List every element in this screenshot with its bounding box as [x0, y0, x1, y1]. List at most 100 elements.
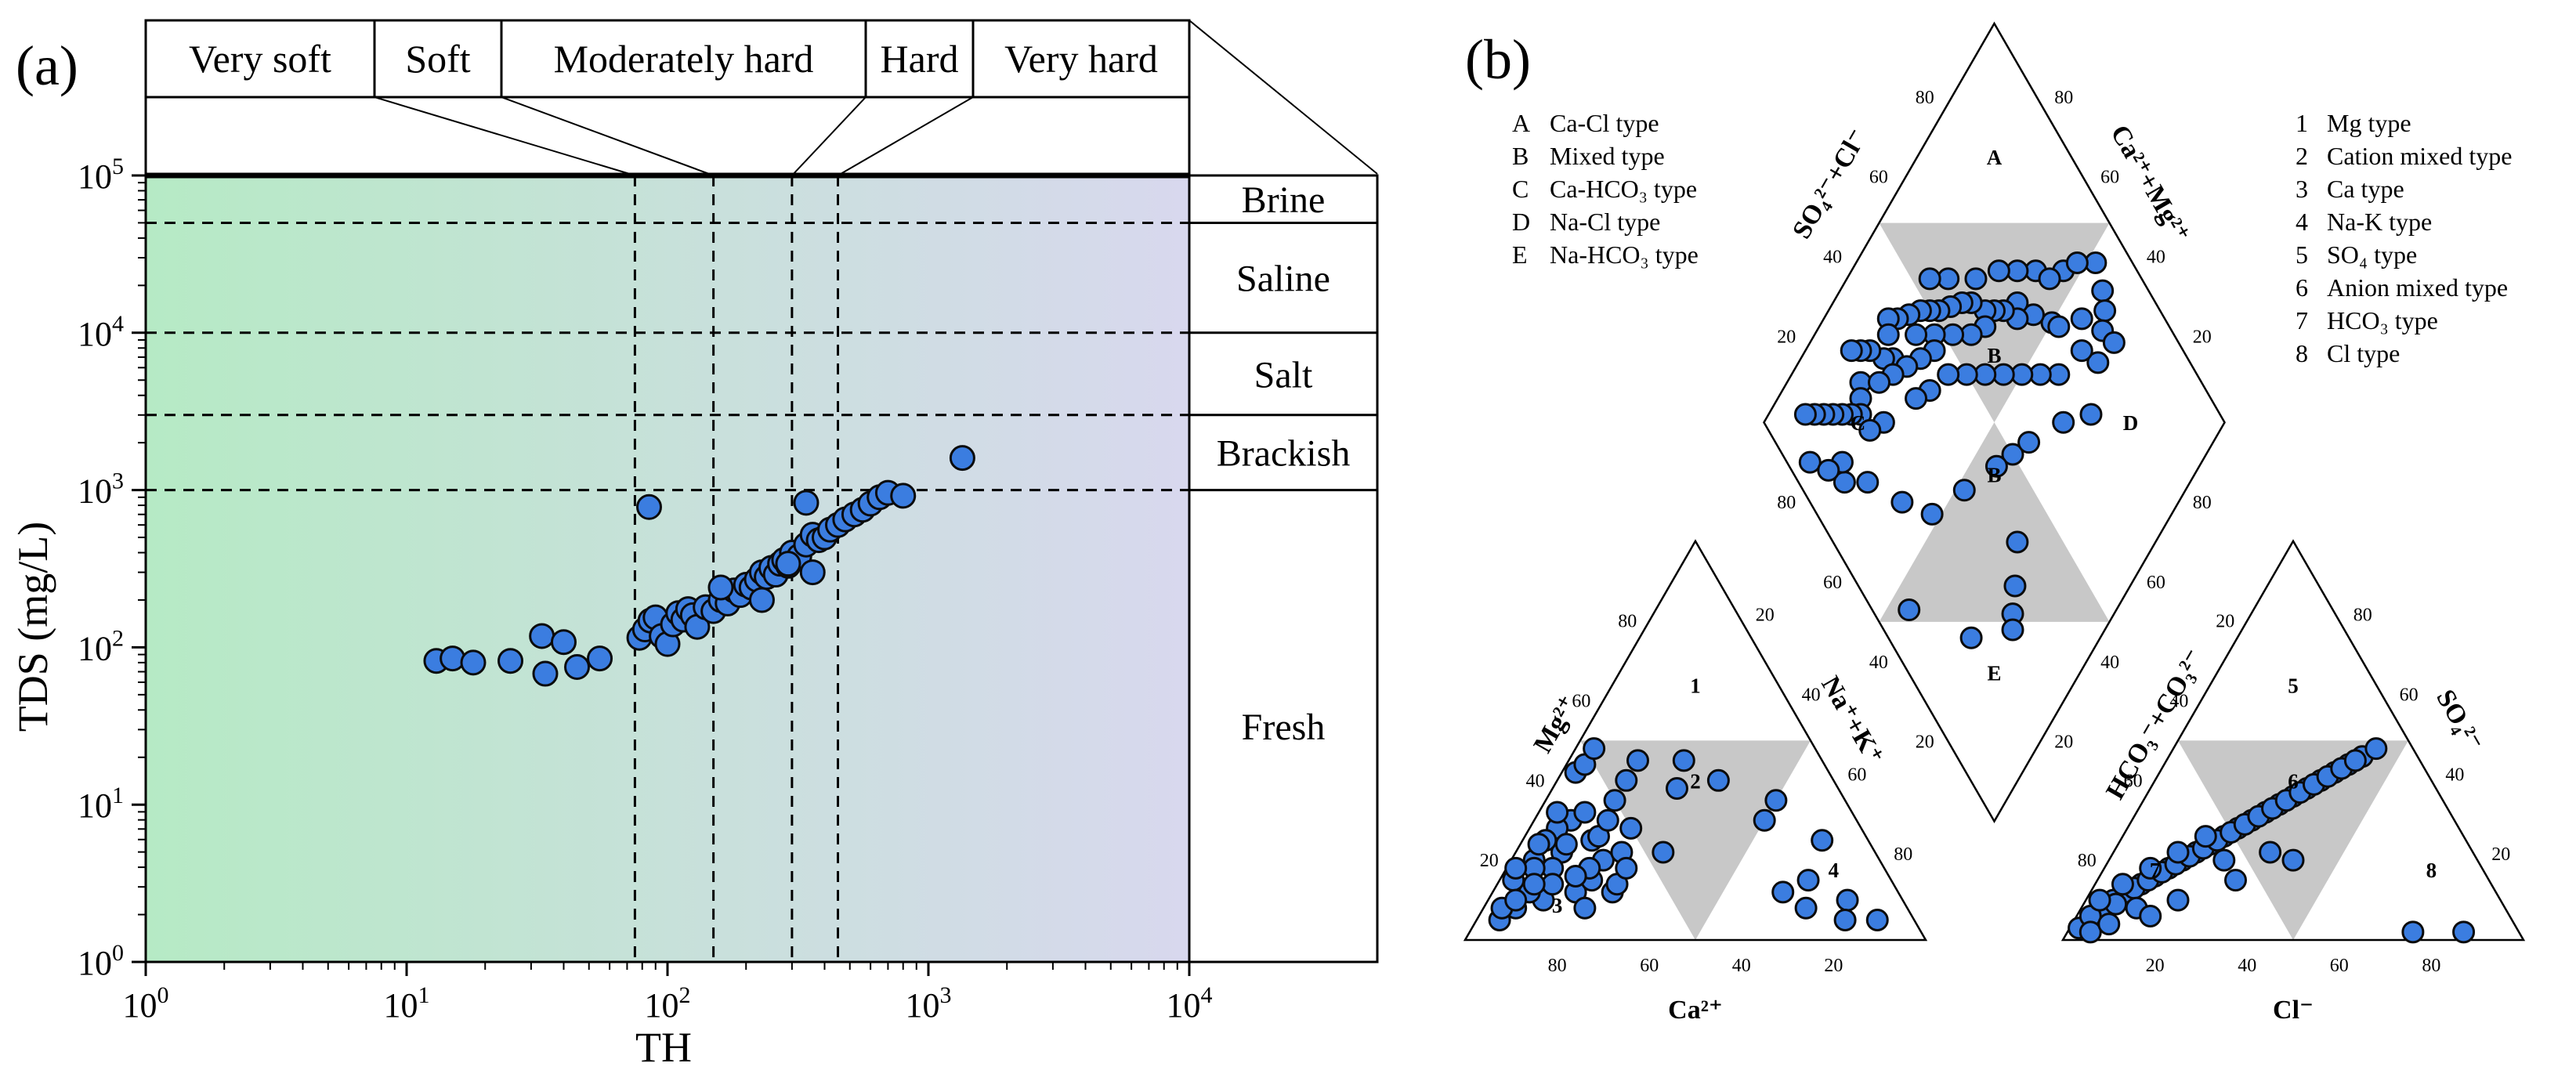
tds-th-point-2 [460, 649, 487, 676]
x-tick-label-3: 103 [906, 982, 952, 1025]
diamond-upper-right-tick-3: 20 [2193, 327, 2212, 347]
diamond-point-56 [2006, 530, 2029, 554]
diamond-upper-right-tick-0: 80 [2054, 88, 2073, 108]
legend-right-key-4: 5 [2296, 240, 2308, 269]
cation-point-27 [1796, 869, 1820, 892]
diamond-point-69 [1856, 471, 1880, 494]
diamond-lower-left-tick-2: 40 [1869, 653, 1888, 673]
legend-left-key-3: D [1512, 208, 1530, 236]
diamond-point-37 [1793, 403, 1817, 426]
diamond-region-label-3: D [2123, 411, 2139, 435]
legend-right-text-3: Na-K type [2327, 208, 2432, 236]
anion-axis-title: Cl⁻ [2273, 996, 2314, 1025]
cation-point-45 [1504, 888, 1528, 912]
diamond-point-6 [2070, 339, 2093, 363]
x-tick-label-0: 100 [123, 982, 169, 1025]
diamond-point-64 [2017, 431, 2041, 454]
cation-point-29 [1794, 896, 1818, 920]
tds-th-point-53 [949, 445, 975, 472]
y-tick-label-2: 102 [78, 625, 124, 667]
tds-th-point-52 [890, 483, 917, 509]
anion-region-label-0: 5 [2288, 674, 2299, 697]
cation-point-26 [1811, 829, 1834, 852]
diamond-point-75 [2065, 251, 2089, 275]
cation-point-49 [1527, 833, 1550, 856]
anion-point-45 [2212, 848, 2236, 872]
hardness-connector-0 [374, 96, 635, 176]
cation-triangle [1463, 539, 1928, 942]
cation-point-23 [1706, 768, 1730, 792]
anion-mixed-region [2178, 740, 2408, 940]
hardness-connector-3 [838, 96, 974, 176]
tds-th-point-3 [497, 648, 524, 674]
diamond-point-71 [1798, 450, 1822, 474]
anion-bottom-tick-3: 80 [2422, 956, 2440, 976]
diamond-point-58 [2003, 574, 2027, 598]
hardness-class-header: Very soft Soft Moderately hard Hard Very har… [144, 19, 1378, 177]
cation-bottom-tick-0: 80 [1548, 956, 1567, 976]
diamond-point-76 [2070, 307, 2093, 331]
x-tick-label-4: 104 [1167, 982, 1213, 1025]
tds-th-point-7 [564, 653, 591, 680]
anion-left-tick-1: 60 [2124, 771, 2143, 791]
cation-point-53 [1652, 841, 1675, 864]
cation-point-44 [1522, 873, 1546, 896]
anion-point-47 [2259, 841, 2282, 864]
tds-class-label-2: Salt [1254, 354, 1313, 396]
anion-point-48 [2281, 848, 2305, 872]
cation-point-51 [1504, 856, 1528, 880]
hardness-connector-1 [501, 96, 714, 176]
cation-left-tick-2: 60 [1572, 691, 1590, 711]
diamond-region-label-5: B [1987, 464, 2001, 487]
cation-bottom-tick-3: 20 [1824, 956, 1843, 976]
cation-bottom-tick-2: 40 [1732, 956, 1751, 976]
plot-background [146, 175, 1189, 962]
tds-th-point-56 [748, 587, 775, 613]
tds-th-point-55 [707, 574, 734, 601]
diamond-point-55 [2001, 443, 2024, 466]
piper-legend: A Ca-Cl type B Mixed type C Ca-HCO₃ type D Na-C… [1512, 109, 2512, 367]
panel-a-label: (a) [16, 34, 78, 97]
tds-class-column: Brine Saline Salt Brackish Fresh [1188, 174, 1379, 964]
legend-right-key-2: 3 [2296, 175, 2308, 203]
panel-a-hardness-tds-plot: (a) Very soft Soft Moderately hard Hard Very… [9, 19, 1379, 1071]
diamond-lower-right-tick-2: 60 [2147, 573, 2165, 593]
diamond-point-65 [1984, 454, 2008, 478]
tds-th-point-1 [440, 645, 466, 672]
diamond-upper-right-tick-1: 60 [2100, 168, 2119, 188]
diamond-point-54 [1937, 363, 1960, 386]
diamond-lower-left-tick-0: 80 [1777, 493, 1796, 513]
cation-region-label-2: 3 [1552, 894, 1563, 917]
legend-right-text-4: SO₄ type [2327, 240, 2417, 269]
legend-right-key-1: 2 [2296, 142, 2308, 170]
tds-class-label-3: Brackish [1217, 433, 1351, 475]
piper-data-points [1488, 251, 2476, 944]
cation-mixed-region [1580, 740, 1811, 940]
y-tick-label-1: 101 [78, 783, 124, 825]
tds-class-label-0: Brine [1242, 179, 1326, 221]
tds-th-point-4 [529, 623, 555, 649]
anion-left-tick-3: 20 [2216, 612, 2234, 632]
y-axis-title: TDS (mg/L) [9, 522, 56, 732]
tds-th-point-9 [635, 494, 662, 520]
diamond-upper-left-tick-3: 80 [1916, 88, 1934, 108]
anion-bottom-tick-2: 60 [2330, 956, 2349, 976]
anion-point-56 [2111, 873, 2134, 896]
so4cl-axis-title: SO₄²⁻+Cl⁻ [1787, 124, 1873, 244]
anion-point-50 [2452, 920, 2476, 944]
diamond-point-1 [2091, 279, 2115, 302]
diamond-lower-left-tick-3: 20 [1916, 732, 1934, 753]
legend-left-text-4: Na-HCO₃ type [1550, 240, 1699, 269]
header-corner-diagonal [1189, 20, 1378, 175]
diamond-point-60 [1959, 626, 1983, 649]
cation-point-17 [1626, 749, 1649, 772]
diamond-point-4 [2102, 331, 2126, 354]
anion-point-52 [2097, 913, 2121, 936]
tds-th-axes: 100 101 102 103 104 100 101 102 103 104 105 [78, 154, 1377, 1025]
diamond-point-88 [1817, 458, 1840, 482]
diamond-point-78 [2038, 267, 2061, 291]
diamond-point-67 [1920, 502, 1944, 526]
panel-b-piper-diagram: (b) A Ca-Cl type B Mixed type C Ca-HCO₃ type D… [1463, 21, 2526, 1025]
legend-right-text-1: Cation mixed type [2327, 142, 2512, 170]
anion-right-tick-1: 60 [2400, 685, 2419, 705]
